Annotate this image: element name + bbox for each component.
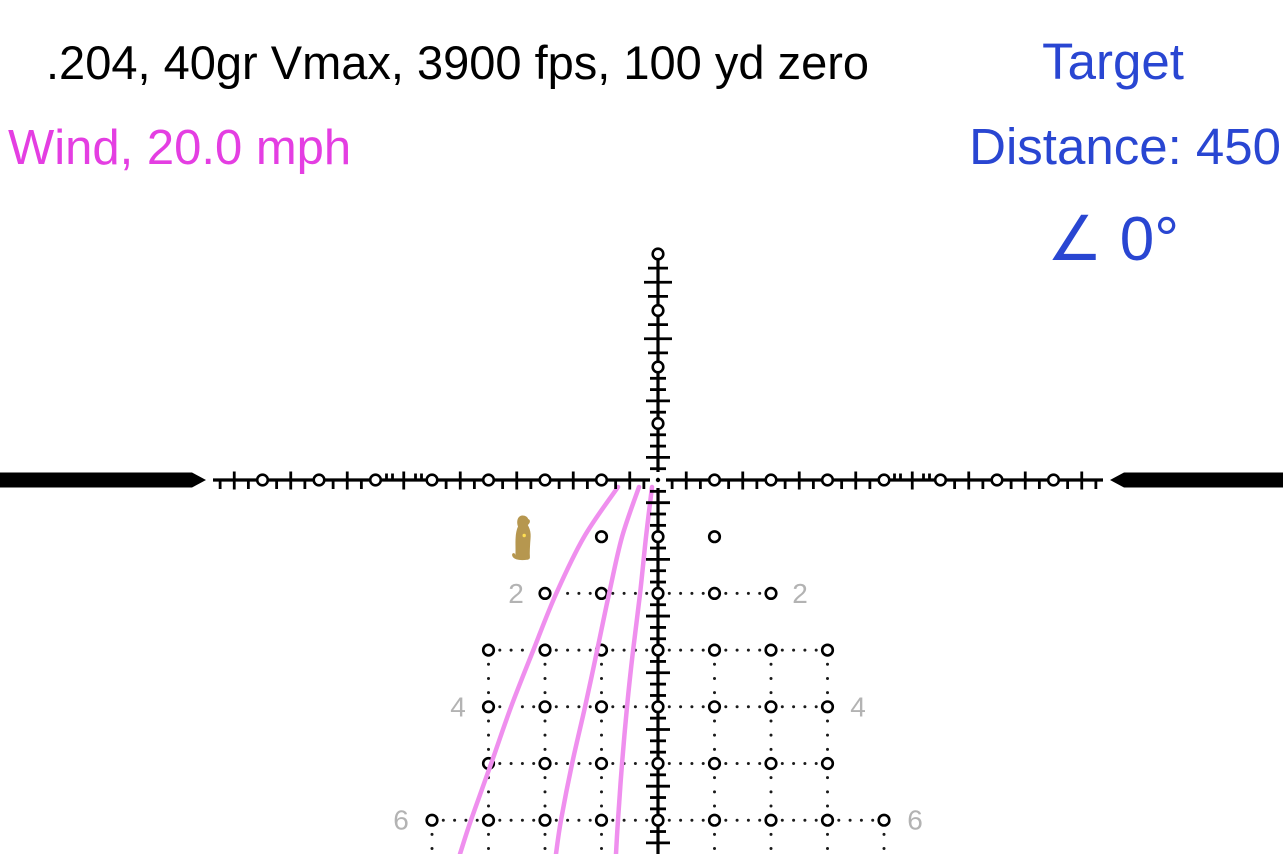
- wind-drift-curve: [613, 484, 655, 854]
- wind-drift-curves: [457, 484, 655, 854]
- stadia-bar-right: [1110, 472, 1283, 488]
- grid-label: 2: [508, 578, 524, 609]
- target-title: Target: [1042, 33, 1184, 90]
- grid-label: 6: [393, 805, 409, 836]
- load-info-label: .204, 40gr Vmax, 3900 fps, 100 yd zero: [46, 36, 870, 89]
- wind-drift-curve: [553, 484, 642, 854]
- stadia-bar-left: [0, 472, 206, 488]
- grid-label: 2: [792, 578, 808, 609]
- center-dot: [655, 477, 661, 483]
- grid-label: 4: [450, 691, 466, 722]
- target-distance: Distance: 450: [969, 118, 1281, 175]
- grid-label: 4: [850, 691, 866, 722]
- wind-info-label: Wind, 20.0 mph: [8, 121, 352, 175]
- varmint-body: [512, 515, 531, 561]
- horizontal-crosshair: [0, 471, 1283, 490]
- wind-drift-curve: [457, 484, 621, 854]
- varmint-target-icon: [512, 515, 531, 561]
- varmint-eye: [522, 533, 526, 538]
- grid-label: 6: [907, 805, 923, 836]
- vertical-crosshair: [644, 247, 672, 854]
- target-angle: ∠ 0°: [1046, 205, 1180, 274]
